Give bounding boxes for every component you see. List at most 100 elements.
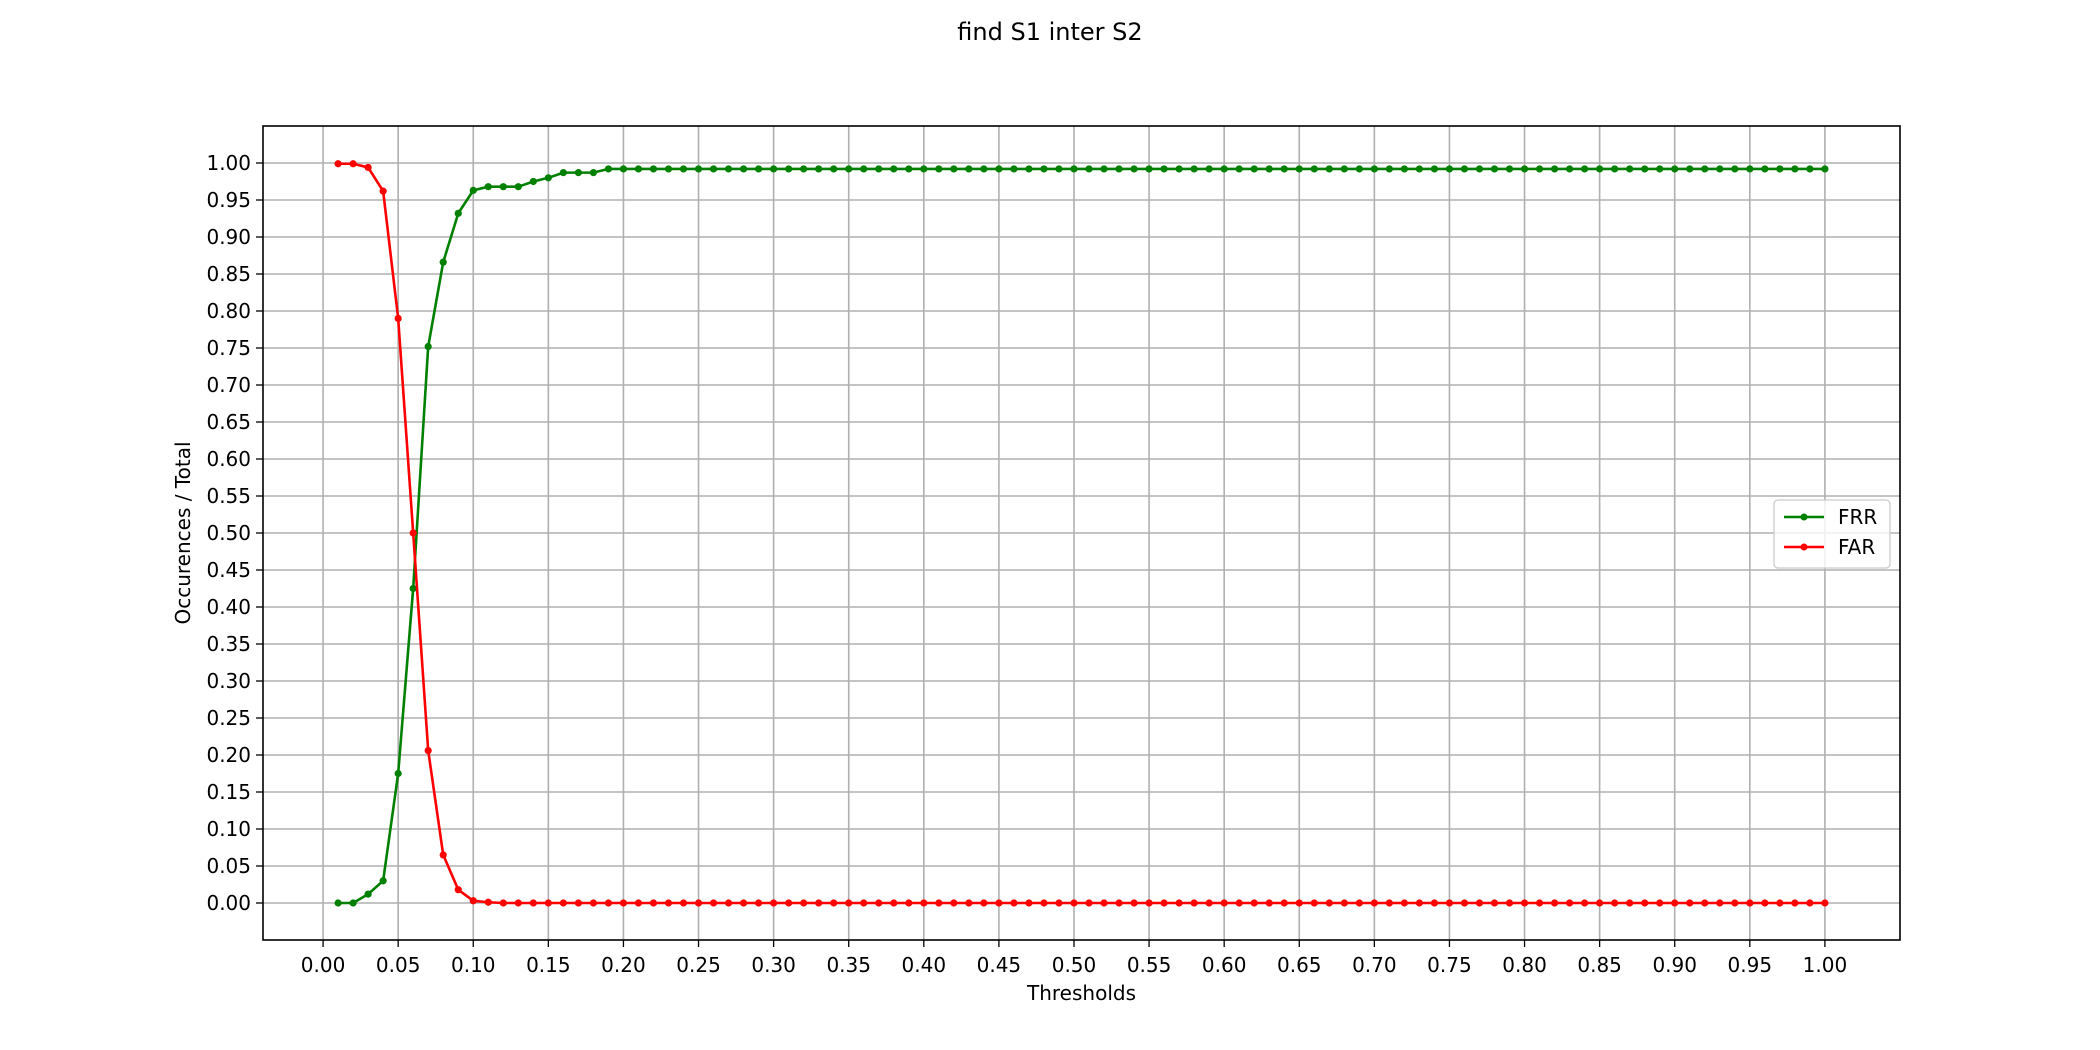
x-tick-label: 0.45 <box>977 953 1022 977</box>
data-point-frr <box>664 165 673 173</box>
data-point-far <box>514 899 522 907</box>
data-point-far <box>1761 899 1769 907</box>
data-point-far <box>574 899 582 907</box>
y-tick-label: 0.50 <box>206 521 251 545</box>
data-point-far <box>499 899 507 907</box>
data-point-frr <box>785 165 793 173</box>
x-tick-label: 0.80 <box>1502 953 1547 977</box>
data-point-frr <box>875 165 883 173</box>
data-point-frr <box>574 169 582 177</box>
data-point-far <box>1550 899 1559 907</box>
data-point-frr <box>1055 165 1063 173</box>
data-point-far <box>694 899 703 907</box>
data-point-far <box>664 899 673 907</box>
x-tick-label: 0.60 <box>1202 953 1247 977</box>
data-point-frr <box>815 165 823 173</box>
x-axis-label: Thresholds <box>1026 981 1136 1005</box>
data-point-frr <box>364 890 372 898</box>
data-point-frr <box>634 165 643 173</box>
y-tick-label: 0.30 <box>206 669 251 693</box>
data-point-far <box>1250 899 1258 907</box>
data-point-frr <box>1460 165 1469 173</box>
data-point-far <box>1415 899 1424 907</box>
y-tick-label: 0.75 <box>206 336 251 360</box>
data-point-far <box>1295 899 1303 907</box>
x-tick-label: 0.20 <box>601 953 646 977</box>
y-tick-label: 0.05 <box>206 854 251 878</box>
data-point-far <box>950 899 958 907</box>
data-point-frr <box>1280 165 1288 173</box>
data-point-frr <box>1235 165 1243 173</box>
x-tick-label: 0.05 <box>376 953 421 977</box>
data-point-far <box>709 899 718 907</box>
data-point-far <box>1235 899 1243 907</box>
data-point-frr <box>409 584 417 593</box>
data-point-far <box>815 899 823 907</box>
data-point-frr <box>1490 165 1499 173</box>
data-point-far <box>559 899 567 907</box>
data-point-far <box>1445 899 1454 907</box>
data-point-far <box>364 163 372 172</box>
data-point-far <box>800 899 808 907</box>
data-point-frr <box>694 165 703 173</box>
y-axis-label: Occurences / Total <box>171 441 195 624</box>
data-point-frr <box>1205 165 1213 173</box>
data-point-frr <box>1791 165 1799 173</box>
data-point-frr <box>394 769 402 778</box>
data-point-far <box>980 899 988 907</box>
data-point-far <box>1010 899 1018 907</box>
data-point-far <box>1806 899 1814 907</box>
data-point-frr <box>1295 165 1303 173</box>
data-point-frr <box>439 258 447 266</box>
x-tick-label: 0.70 <box>1352 953 1397 977</box>
data-point-far <box>454 886 462 894</box>
data-point-far <box>1566 899 1574 907</box>
data-point-far <box>1821 899 1829 907</box>
data-point-frr <box>1475 165 1484 173</box>
data-point-far <box>1310 899 1318 907</box>
data-point-frr <box>514 183 522 191</box>
data-point-far <box>1400 899 1408 907</box>
data-point-frr <box>995 165 1003 173</box>
data-point-far <box>1340 899 1348 907</box>
data-point-frr <box>1626 165 1634 173</box>
chart-title: find S1 inter S2 <box>957 18 1142 46</box>
data-point-frr <box>1340 165 1348 173</box>
data-point-frr <box>1220 165 1228 173</box>
data-point-far <box>1070 899 1078 907</box>
data-point-far <box>1656 899 1664 907</box>
data-point-far <box>1355 899 1363 907</box>
data-point-frr <box>649 165 658 173</box>
data-point-far <box>890 899 898 907</box>
data-point-far <box>649 899 658 907</box>
data-point-frr <box>935 165 943 173</box>
data-point-frr <box>529 177 537 186</box>
data-point-far <box>484 898 492 906</box>
data-point-far <box>619 899 628 907</box>
data-point-frr <box>1806 165 1814 173</box>
series-line-far <box>338 162 1825 905</box>
data-point-far <box>770 899 778 907</box>
data-point-far <box>544 899 552 907</box>
data-point-frr <box>800 165 808 173</box>
data-point-frr <box>1656 165 1664 173</box>
x-tick-label: 0.35 <box>826 953 871 977</box>
x-tick-label: 0.65 <box>1277 953 1322 977</box>
data-point-far <box>830 899 838 907</box>
data-point-far <box>1731 899 1739 907</box>
data-point-far <box>1085 899 1093 907</box>
data-point-frr <box>1671 165 1679 173</box>
data-point-far <box>920 899 928 907</box>
data-point-frr <box>1040 165 1048 173</box>
data-point-frr <box>905 165 913 173</box>
legend-marker-far <box>1800 543 1808 551</box>
data-point-far <box>1205 899 1213 907</box>
data-point-frr <box>1160 165 1168 173</box>
data-point-frr <box>499 183 507 191</box>
data-point-frr <box>1085 165 1093 173</box>
data-point-frr <box>1415 165 1424 173</box>
data-point-frr <box>679 165 688 173</box>
data-point-far <box>1460 899 1469 907</box>
series-line-frr <box>338 167 1825 905</box>
data-point-frr <box>559 169 567 177</box>
